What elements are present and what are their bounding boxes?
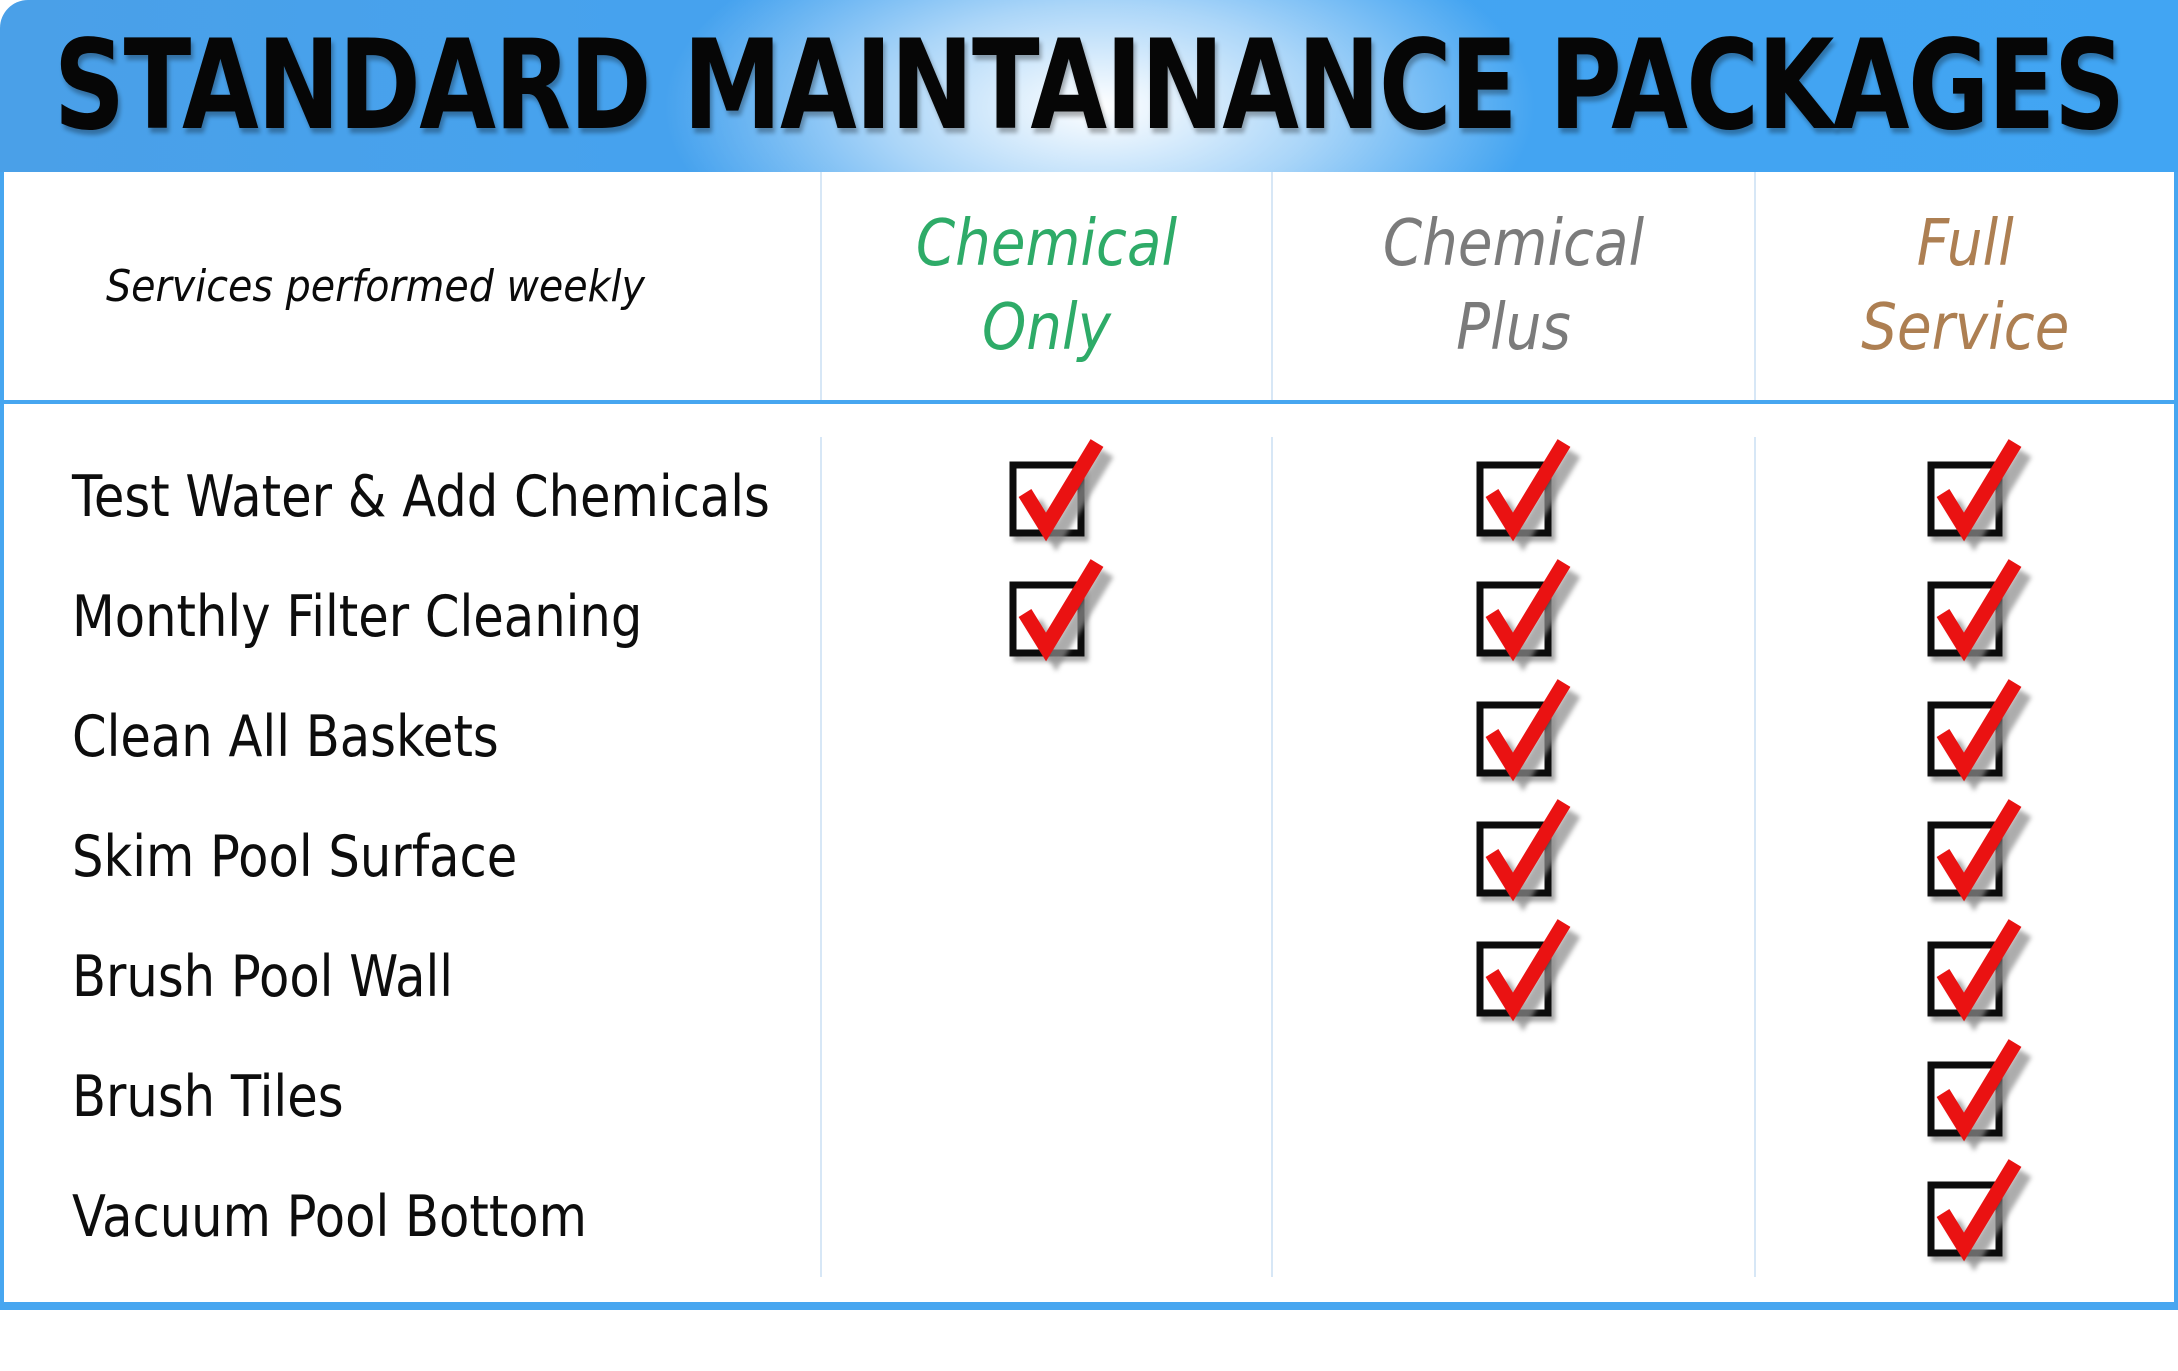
checked-checkbox-icon — [1927, 799, 2032, 912]
checked-checkbox-icon — [1476, 559, 1580, 672]
service-label: Clean All Baskets — [72, 704, 499, 770]
table-row: Brush Pool Wall — [4, 917, 2174, 1037]
package-cell — [1271, 1037, 1754, 1157]
service-label: Skim Pool Surface — [72, 824, 518, 890]
checked-checkbox-icon — [1927, 679, 2032, 792]
table-body: Test Water & Add Chemicals — [4, 404, 2174, 1277]
package-cell — [1754, 1157, 2174, 1277]
services-header-cell: Services performed weekly — [4, 172, 820, 400]
service-label: Vacuum Pool Bottom — [72, 1184, 587, 1250]
table-row: Skim Pool Surface — [4, 797, 2174, 917]
service-label-cell: Skim Pool Surface — [4, 797, 820, 917]
checked-checkbox-icon — [1927, 439, 2032, 552]
checked-checkbox-icon — [1009, 439, 1113, 552]
packages-table: Services performed weekly Chemical Only … — [0, 172, 2178, 1310]
checked-checkbox-icon — [1476, 799, 1580, 912]
checked-checkbox-icon — [1476, 919, 1580, 1032]
package-header-label: Chemical Only — [915, 206, 1178, 365]
package-cell — [820, 797, 1271, 917]
service-label-cell: Monthly Filter Cleaning — [4, 557, 820, 677]
checked-checkbox-icon — [1927, 559, 2032, 672]
package-cell — [1754, 917, 2174, 1037]
checked-checkbox-icon — [1927, 1039, 2032, 1152]
services-header-label: Services performed weekly — [106, 260, 645, 312]
service-label: Brush Pool Wall — [72, 944, 454, 1010]
checked-checkbox-icon — [1927, 1159, 2032, 1272]
package-cell — [820, 677, 1271, 797]
checked-checkbox-icon — [1476, 439, 1580, 552]
title-band: STANDARD MAINTAINANCE PACKAGES — [0, 0, 2178, 172]
package-cell — [1754, 1037, 2174, 1157]
package-header-label: Full Service — [1860, 206, 2070, 365]
package-cell — [1754, 557, 2174, 677]
package-cell — [1754, 797, 2174, 917]
package-cell — [820, 1157, 1271, 1277]
package-cell — [1271, 797, 1754, 917]
checked-checkbox-icon — [1009, 559, 1113, 672]
package-cell — [1271, 1157, 1754, 1277]
page-title: STANDARD MAINTAINANCE PACKAGES — [53, 14, 2126, 158]
service-label-cell: Vacuum Pool Bottom — [4, 1157, 820, 1277]
package-cell — [1271, 917, 1754, 1037]
package-cell — [1754, 437, 2174, 557]
table-row: Test Water & Add Chemicals — [4, 437, 2174, 557]
package-cell — [820, 1037, 1271, 1157]
table-row: Vacuum Pool Bottom — [4, 1157, 2174, 1277]
service-label-cell: Test Water & Add Chemicals — [4, 437, 820, 557]
service-label: Brush Tiles — [72, 1064, 344, 1130]
package-header-chemical-plus: Chemical Plus — [1271, 172, 1754, 400]
checked-checkbox-icon — [1476, 679, 1580, 792]
package-cell — [820, 557, 1271, 677]
table-header-row: Services performed weekly Chemical Only … — [4, 172, 2174, 404]
package-cell — [1271, 677, 1754, 797]
package-cell — [1271, 437, 1754, 557]
table-row: Clean All Baskets — [4, 677, 2174, 797]
service-label-cell: Clean All Baskets — [4, 677, 820, 797]
service-label-cell: Brush Tiles — [4, 1037, 820, 1157]
table-row: Monthly Filter Cleaning — [4, 557, 2174, 677]
package-cell — [820, 437, 1271, 557]
package-header-label: Chemical Plus — [1382, 206, 1645, 365]
package-header-chemical-only: Chemical Only — [820, 172, 1271, 400]
service-label: Monthly Filter Cleaning — [72, 584, 643, 650]
package-header-full-service: Full Service — [1754, 172, 2174, 400]
table-row: Brush Tiles — [4, 1037, 2174, 1157]
service-label: Test Water & Add Chemicals — [72, 464, 770, 530]
package-cell — [820, 917, 1271, 1037]
checked-checkbox-icon — [1927, 919, 2032, 1032]
package-cell — [1271, 557, 1754, 677]
service-label-cell: Brush Pool Wall — [4, 917, 820, 1037]
package-cell — [1754, 677, 2174, 797]
